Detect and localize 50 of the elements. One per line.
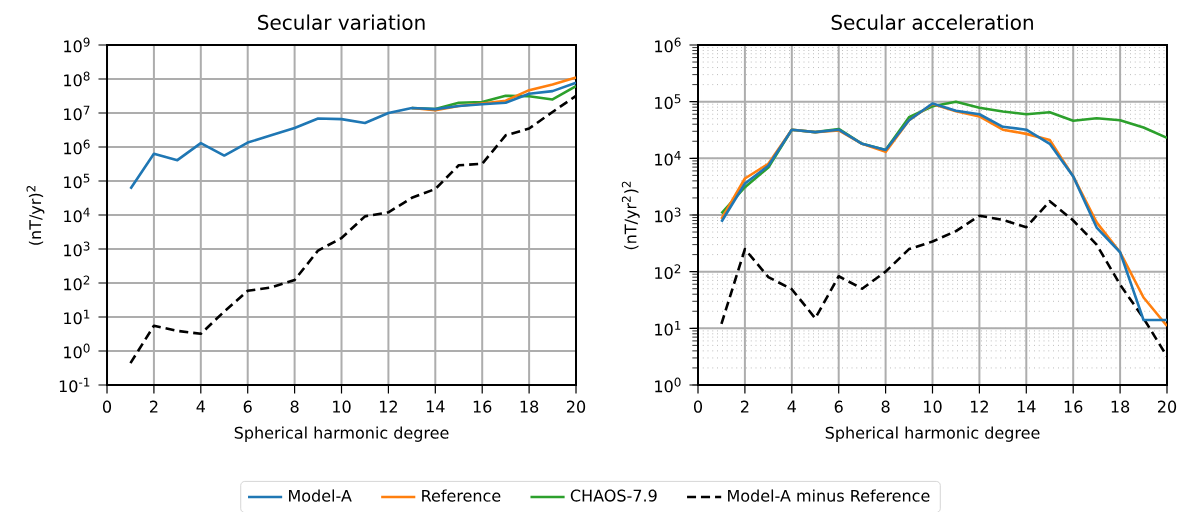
x-tick-label: 6 [834,400,843,413]
x-axis-title: Spherical harmonic degree [825,426,1040,442]
y-tick-label: 10$^{0}$ [64,343,90,359]
y-tick-label: 10$^{2}$ [655,264,681,280]
x-tick-label: 20 [566,400,586,413]
y-tick-label: 10$^{1}$ [655,321,681,336]
x-tick-label: 2 [740,400,749,413]
x-tick-label: 14 [426,400,445,413]
y-tick-label: 10$^{5}$ [655,94,681,109]
x-tick-label: 0 [102,400,112,413]
x-tick-label: 8 [290,400,299,413]
y-tick-label: 10$^{7}$ [64,105,90,121]
x-tick-label: 4 [787,400,796,413]
x-tick-label: 16 [1064,400,1083,413]
x-tick-label: 8 [881,400,890,413]
y-tick-label: 10$^{4}$ [655,151,681,166]
x-tick-label: 16 [473,400,492,413]
y-tick-label: 10$^{5}$ [64,173,90,189]
legend-label: Model-A minus Reference [728,489,930,502]
y-tick-label: 10$^{6}$ [655,37,681,53]
legend-label: Reference [422,489,501,502]
y-axis-title: (nT/yr)$^{2}$ [26,185,45,245]
x-tick-label: 12 [379,400,397,413]
chart-title: Secular acceleration [831,14,1033,30]
y-axis-title: (nT/yr$^{2}$)$^{2}$ [621,181,640,250]
y-tick-label: 10$^{2}$ [64,275,90,291]
legend-label: Model-A [289,489,352,502]
y-tick-label: 10$^{-1}$ [59,377,90,393]
y-tick-label: 10$^{1}$ [64,309,90,325]
x-tick-label: 2 [149,400,158,413]
x-axis-title: Spherical harmonic degree [234,426,449,442]
x-tick-label: 10 [333,400,351,413]
y-tick-label: 10$^{8}$ [64,71,90,87]
x-tick-label: 18 [1111,400,1130,413]
x-tick-label: 18 [520,400,539,413]
legend-label: CHAOS-7.9 [570,489,657,502]
x-tick-label: 4 [196,400,205,413]
chart-title: Secular variation [258,14,425,30]
y-tick-label: 10$^{0}$ [655,377,681,393]
y-tick-label: 10$^{4}$ [64,207,90,223]
y-tick-label: 10$^{6}$ [64,139,90,155]
y-tick-label: 10$^{3}$ [64,241,90,257]
x-tick-label: 10 [924,400,942,413]
x-tick-label: 6 [243,400,252,413]
y-tick-label: 10$^{9}$ [64,37,90,53]
x-tick-label: 12 [970,400,988,413]
x-tick-label: 14 [1017,400,1036,413]
x-tick-label: 20 [1157,400,1177,413]
x-tick-label: 0 [693,400,703,413]
y-tick-label: 10$^{3}$ [655,207,681,223]
